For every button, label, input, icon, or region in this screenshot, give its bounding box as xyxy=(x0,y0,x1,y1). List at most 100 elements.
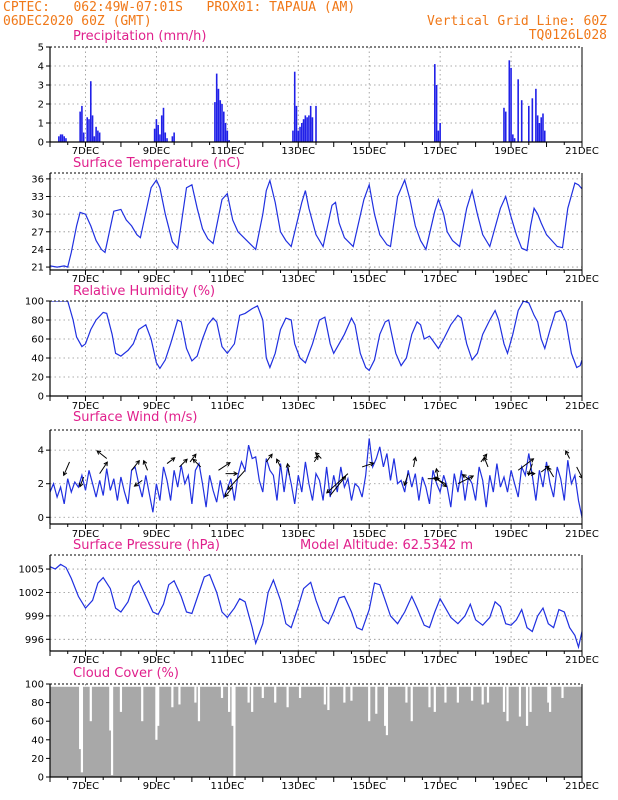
x-tick-label: 7DEC xyxy=(72,781,99,792)
precip-bar xyxy=(221,104,223,142)
y-tick-label: 2 xyxy=(38,100,44,111)
series-1 xyxy=(50,178,582,268)
x-tick-label: 9DEC xyxy=(143,781,170,792)
panel-1: Surface Temperature (nC) 21 24 27 30 33 36 7DEC… xyxy=(31,156,599,285)
wind-arrow-head xyxy=(529,458,535,463)
cloud-gap xyxy=(220,684,224,698)
x-tick-label: 15DEC xyxy=(352,655,386,666)
precip-bar xyxy=(513,138,516,142)
cloud-gap xyxy=(481,684,484,705)
wind-arrow-head xyxy=(183,458,188,464)
precip-bar xyxy=(91,115,94,142)
panel-title: Surface Wind (m/s) xyxy=(73,410,197,425)
y-tick-label: 100 xyxy=(25,297,44,308)
precip-bar xyxy=(309,105,312,142)
cloud-gap xyxy=(323,684,326,705)
x-tick-label: 21DEC xyxy=(565,781,599,792)
precip-bar xyxy=(61,134,64,142)
series-4 xyxy=(50,563,582,650)
wind-arrow-head xyxy=(482,453,488,459)
precip-bar xyxy=(543,130,546,142)
wind-arrow xyxy=(179,458,188,468)
x-tick-label: 13DEC xyxy=(281,401,315,412)
x-tick-label: 11DEC xyxy=(210,781,244,792)
x-tick-label: 19DEC xyxy=(494,655,528,666)
y-tick-label: 999 xyxy=(25,611,44,622)
y-tick-label: 3 xyxy=(38,81,44,92)
precip-bar xyxy=(510,67,512,142)
cloud-gap xyxy=(197,684,201,722)
cloud-gap xyxy=(502,684,506,712)
y-tick-label: 1 xyxy=(38,119,44,130)
x-tick-label: 9DEC xyxy=(143,274,170,285)
cloud-gap xyxy=(109,684,112,731)
x-tick-label: 19DEC xyxy=(494,401,528,412)
wind-arrow xyxy=(462,474,471,481)
wind-arrow-head xyxy=(268,453,273,459)
cloud-gap xyxy=(155,684,158,740)
wind-arrow xyxy=(433,477,446,485)
panel-4: Surface Pressure (hPa) Model Altitude: 62… xyxy=(19,538,599,666)
wind-arrow-head xyxy=(469,475,475,480)
series-3 xyxy=(50,438,582,518)
y-tick-label: 24 xyxy=(31,245,44,256)
cloud-gap xyxy=(405,684,408,703)
wind-arrow xyxy=(517,458,534,471)
panel-title: Surface Temperature (nC) xyxy=(73,156,241,171)
cloud-gap xyxy=(157,684,160,726)
precip-bar xyxy=(86,117,89,142)
cloud-gap xyxy=(350,684,353,701)
x-tick-label: 19DEC xyxy=(494,146,528,157)
cloud-gap xyxy=(233,684,236,777)
precip-bar xyxy=(311,117,314,142)
y-tick-label: 4 xyxy=(38,62,44,73)
y-tick-label: 0 xyxy=(38,513,44,524)
cloud-gap xyxy=(228,684,231,712)
precip-bar xyxy=(228,140,230,142)
panel-0: Precipitation (mm/h) 0 1 2 3 4 5 7DEC 9DEC 11DEC 1… xyxy=(38,29,599,157)
cloud-gap xyxy=(506,684,509,722)
precip-bar xyxy=(535,88,537,142)
wind-arrow-head xyxy=(403,481,408,487)
series-line xyxy=(50,563,582,650)
precip-bar xyxy=(540,117,543,142)
cloud-gap xyxy=(110,684,114,776)
y-tick-label: 21 xyxy=(31,263,44,274)
x-tick-label: 13DEC xyxy=(281,529,315,540)
series-line xyxy=(50,301,582,372)
cloud-gap xyxy=(178,684,181,705)
precip-bar xyxy=(517,79,519,142)
x-tick-label: 9DEC xyxy=(143,529,170,540)
x-tick-label: 21DEC xyxy=(565,401,599,412)
x-tick-label: 11DEC xyxy=(210,655,244,666)
y-tick-label: 2 xyxy=(38,479,44,490)
cloud-gap xyxy=(89,684,92,722)
wind-arrow xyxy=(265,453,273,463)
wind-arrow xyxy=(96,450,108,459)
x-tick-label: 13DEC xyxy=(281,146,315,157)
precip-bar xyxy=(306,117,308,142)
wind-arrow xyxy=(315,452,322,459)
x-tick-label: 17DEC xyxy=(423,274,457,285)
wind-arrow-head xyxy=(285,462,291,468)
x-tick-label: 15DEC xyxy=(352,529,386,540)
cloud-gap xyxy=(433,684,436,712)
x-tick-label: 21DEC xyxy=(565,655,599,666)
precip-bar xyxy=(82,132,85,142)
wind-arrow xyxy=(189,453,197,463)
cloud-gap xyxy=(274,684,277,703)
cloud-gap xyxy=(251,684,254,712)
wind-arrow-head xyxy=(276,458,281,464)
wind-arrow xyxy=(313,455,319,463)
cloud-gap xyxy=(547,684,550,703)
cloud-gap xyxy=(375,684,378,714)
precip-bar xyxy=(157,124,159,142)
wind-arrow-head xyxy=(62,471,68,477)
wind-arrow-head xyxy=(135,459,140,465)
wind-arrow xyxy=(131,460,140,471)
y-tick-label: 60 xyxy=(31,717,44,728)
x-tick-label: 9DEC xyxy=(143,146,170,157)
precip-bar xyxy=(164,132,167,142)
cloud-gap xyxy=(141,684,144,722)
precip-bar xyxy=(95,126,97,142)
